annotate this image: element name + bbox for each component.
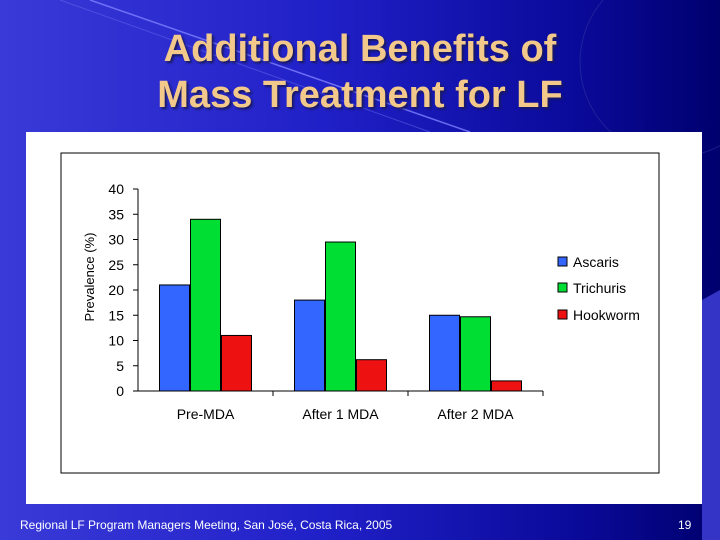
y-tick-label: 35 <box>108 206 124 222</box>
x-category-label: After 1 MDA <box>302 406 379 422</box>
prevalence-bar-chart: Prevalence (%) 0 5 10 15 20 25 30 35 40 Pre-MDA A… <box>60 152 660 474</box>
x-category-label: Pre-MDA <box>177 406 235 422</box>
slide-title-line-2: Mass Treatment for LF <box>157 74 563 116</box>
legend-label-hookworm: Hookworm <box>573 307 640 323</box>
legend-swatch-ascaris <box>557 256 568 267</box>
footer-text: Regional LF Program Managers Meeting, Sa… <box>20 518 393 532</box>
y-tick-label: 15 <box>108 307 124 323</box>
y-tick-label: 30 <box>108 232 124 248</box>
legend-swatch-trichuris <box>557 282 568 293</box>
bar-trichuris-3 <box>460 316 491 392</box>
legend-swatch-hookworm <box>557 309 568 320</box>
y-axis-label: Prevalence (%) <box>82 233 97 322</box>
bar-hookworm-1 <box>221 334 252 392</box>
bar-ascaris-3 <box>429 314 460 392</box>
bar-ascaris-1 <box>159 284 190 392</box>
slide-title-line-1: Additional Benefits of <box>163 28 557 70</box>
y-tick-label: 0 <box>116 383 124 399</box>
y-tick-label: 5 <box>116 358 124 374</box>
legend-label-trichuris: Trichuris <box>573 280 626 296</box>
bar-trichuris-1 <box>190 218 221 392</box>
bar-trichuris-2 <box>325 241 356 392</box>
bar-hookworm-3 <box>491 380 522 392</box>
y-tick-label: 10 <box>108 333 124 349</box>
page-number: 19 <box>678 518 692 532</box>
plot-frame <box>60 152 660 474</box>
bar-ascaris-2 <box>294 299 325 392</box>
chart-panel: Prevalence (%) 0 5 10 15 20 25 30 35 40 Pre-MDA A… <box>26 132 702 504</box>
bar-hookworm-2 <box>356 359 387 392</box>
y-tick-label: 25 <box>108 257 124 273</box>
y-tick-label: 20 <box>108 282 124 298</box>
y-tick-label: 40 <box>108 181 124 197</box>
legend-label-ascaris: Ascaris <box>573 254 619 270</box>
x-category-label: After 2 MDA <box>437 406 514 422</box>
